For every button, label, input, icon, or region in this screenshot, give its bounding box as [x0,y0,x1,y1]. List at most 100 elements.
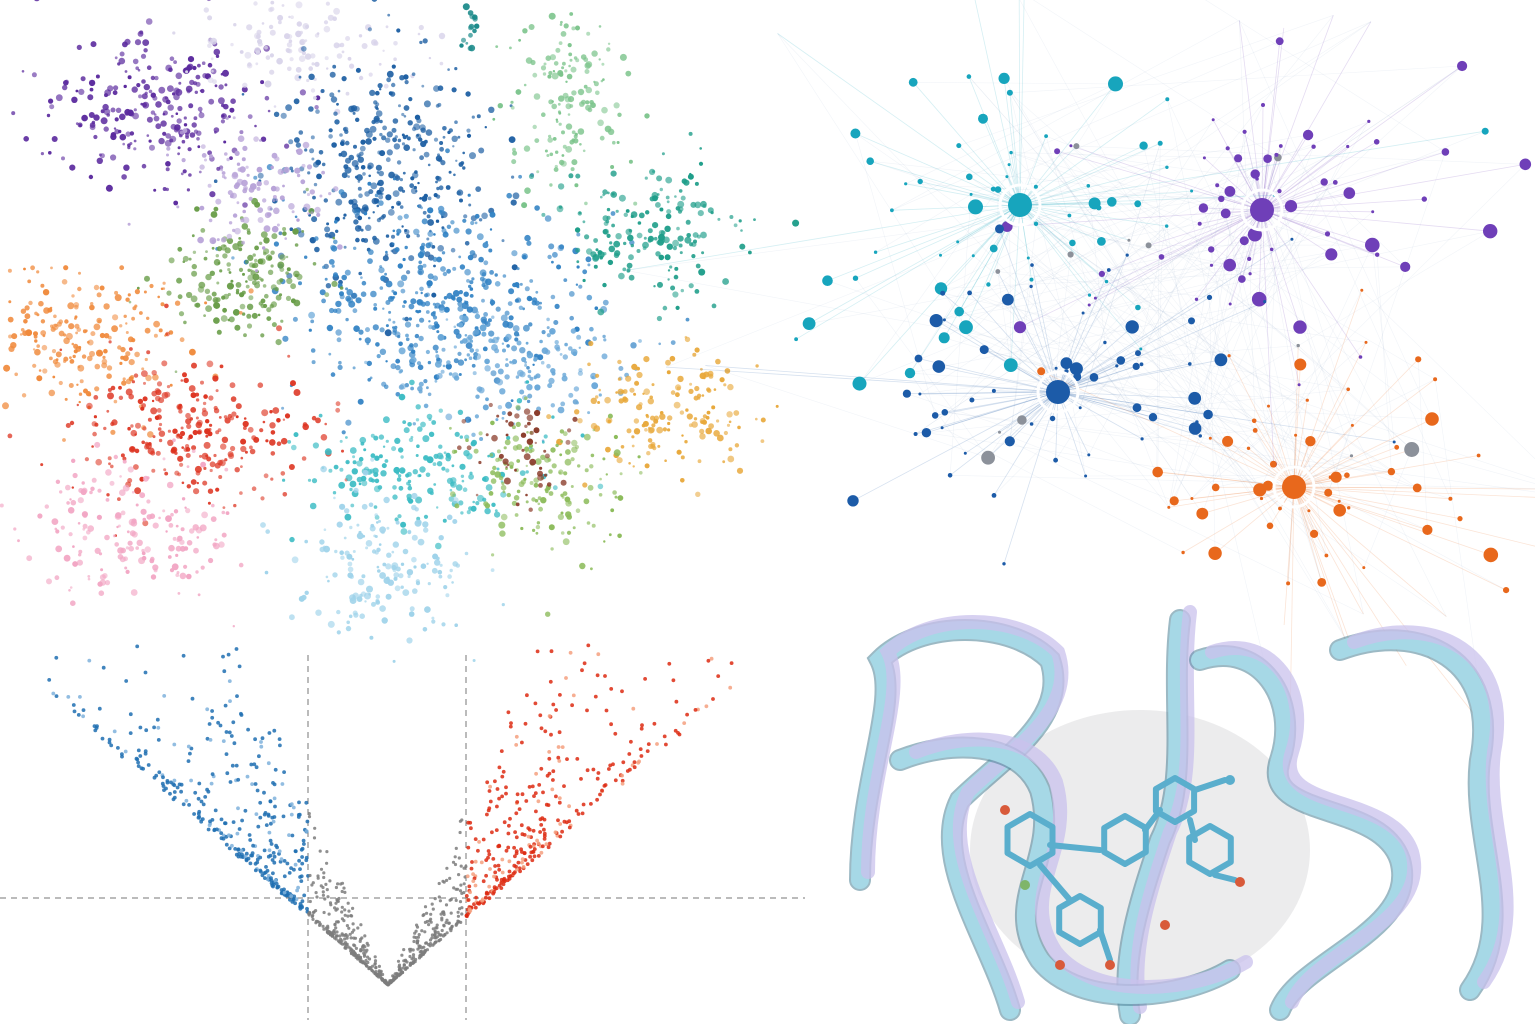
network-edge [1202,486,1295,514]
cluster-point [427,273,434,280]
cluster-point [381,135,387,141]
cluster-point [472,659,476,662]
cluster-point [384,272,387,276]
volcano-point [143,749,148,754]
cluster-point [193,129,199,134]
cluster-point [471,432,476,437]
cluster-point [320,89,325,93]
cluster-point [177,246,183,252]
cluster-point [396,228,402,234]
cluster-point [521,356,527,363]
cluster-point [678,189,683,193]
cluster-point [115,107,122,114]
cluster-point [426,214,431,219]
cluster-point [319,194,323,198]
cluster-point [398,393,406,401]
network-node [1108,76,1123,92]
cluster-point [466,279,470,283]
cluster-point [191,362,197,369]
cluster-point [108,340,112,344]
network-edge [926,391,1059,434]
cluster-point [391,82,396,88]
cluster-point [157,427,162,431]
cluster-point [30,265,35,271]
cluster-point [397,514,402,519]
cluster-point [396,28,401,33]
cluster-point [309,189,315,195]
cluster-point [109,480,115,486]
volcano-point [161,775,165,780]
network-node [1333,504,1346,517]
cluster-point [370,453,376,459]
cluster-point [71,96,78,104]
cluster-point [42,289,50,296]
cluster-point [59,490,63,494]
cluster-point [323,528,327,531]
cluster-point [568,392,574,398]
cluster-point [185,453,191,458]
volcano-point [278,743,282,748]
cluster-point [420,127,426,133]
cluster-point [345,419,352,426]
cluster-point [215,54,220,58]
volcano-point [362,948,366,952]
cluster-point [78,488,84,493]
cluster-point [534,353,538,358]
cluster-point [267,205,273,211]
cluster-point [292,316,298,322]
cluster-point [354,175,358,179]
cluster-point [446,360,451,365]
cluster-point [279,195,285,201]
cluster-point [396,471,400,475]
cluster-point [232,309,240,316]
cluster-point [133,147,137,151]
cluster-point [544,149,548,153]
cluster-point [161,392,169,399]
cluster-point [579,143,582,146]
cluster-point [87,525,94,532]
cluster-point [355,237,360,243]
cluster-point [724,368,731,374]
cluster-point [511,500,517,506]
cluster-point [296,173,301,178]
cluster-point [336,609,341,615]
cluster-point [575,445,579,449]
cluster-point [523,145,531,152]
cluster-point [526,431,529,434]
cluster-point [396,160,402,165]
cluster-point [555,120,559,123]
network-node [914,354,923,363]
cluster-point [623,241,627,246]
cluster-point [207,62,213,68]
cluster-point [42,334,46,338]
cluster-point [381,381,387,387]
network-edge [855,133,936,416]
cluster-point [420,291,423,295]
cluster-point [187,56,195,63]
cluster-point [593,264,598,269]
cluster-point [311,360,316,365]
cluster-point [345,436,348,439]
cluster-point [390,363,397,370]
volcano-point [143,670,148,675]
network-edge [1258,299,1315,534]
network-edge [1057,312,1084,393]
cluster-point [245,259,249,264]
cluster-point [71,342,75,346]
cluster-point [495,418,499,422]
cluster-point [324,292,330,298]
cluster-point [548,491,554,496]
cluster-point [248,186,255,193]
cluster-point [72,472,78,479]
network-node [1415,356,1422,363]
cluster-point [193,116,198,121]
cluster-point [558,122,562,126]
cluster-point [335,401,341,407]
cluster-point [397,335,401,339]
cluster-point [547,137,553,143]
cluster-point [77,522,81,525]
cluster-point [319,539,325,545]
cluster-point [514,413,520,419]
network-node [1337,499,1341,503]
cluster-point [598,58,601,61]
